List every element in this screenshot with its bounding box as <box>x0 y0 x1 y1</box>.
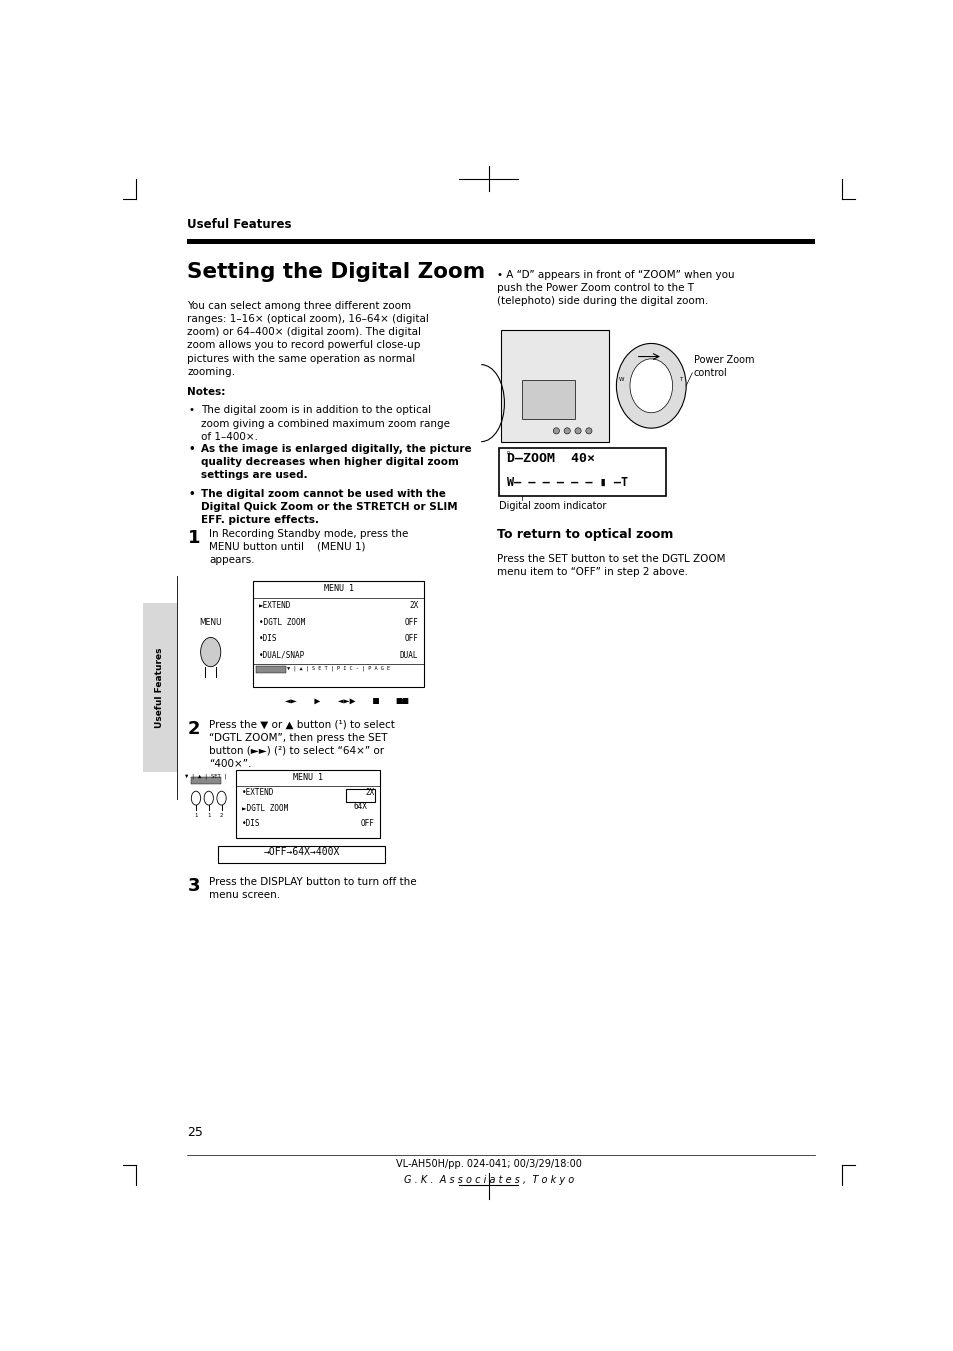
Text: Notes:: Notes: <box>187 386 226 397</box>
Text: To return to optical zoom: To return to optical zoom <box>497 528 673 540</box>
Ellipse shape <box>204 792 213 805</box>
Text: DUAL: DUAL <box>399 651 418 659</box>
Text: OFF: OFF <box>404 634 418 643</box>
Bar <box>345 789 375 802</box>
Text: •DGTL ZOOM: •DGTL ZOOM <box>258 617 305 627</box>
Ellipse shape <box>575 428 580 434</box>
Bar <box>498 447 665 496</box>
Text: 2X: 2X <box>409 601 418 611</box>
Ellipse shape <box>616 343 685 428</box>
Ellipse shape <box>563 428 570 434</box>
Text: 2: 2 <box>187 720 200 738</box>
Bar <box>192 777 220 785</box>
Text: The digital zoom cannot be used with the
Digital Quick Zoom or the STRETCH or SL: The digital zoom cannot be used with the… <box>201 489 457 526</box>
Text: OFF: OFF <box>360 819 374 828</box>
Text: Press the SET button to set the DGTL ZOOM
menu item to “OFF” in step 2 above.: Press the SET button to set the DGTL ZOO… <box>497 554 724 577</box>
Text: MENU 1: MENU 1 <box>293 773 323 782</box>
Text: •EXTEND: •EXTEND <box>241 788 274 797</box>
Text: •: • <box>189 405 194 416</box>
Text: Digital zoom indicator: Digital zoom indicator <box>498 501 606 511</box>
Bar <box>218 846 385 863</box>
Ellipse shape <box>629 359 672 413</box>
Text: Press the DISPLAY button to turn off the
menu screen.: Press the DISPLAY button to turn off the… <box>209 877 416 900</box>
Text: 3: 3 <box>187 877 200 894</box>
Text: ▼ | ▲ | SET |: ▼ | ▲ | SET | <box>185 774 227 780</box>
Text: ►DGTL ZOOM: ►DGTL ZOOM <box>241 804 288 812</box>
Text: Power Zoom
control: Power Zoom control <box>693 355 754 378</box>
Ellipse shape <box>192 792 200 805</box>
Text: In Recording Standby mode, press the
MENU button until    (MENU 1)
appears.: In Recording Standby mode, press the MEN… <box>209 528 408 565</box>
Text: 25: 25 <box>187 1127 203 1139</box>
Text: ◄►   ▶   ◄►▶   ■   ■■: ◄► ▶ ◄►▶ ■ ■■ <box>284 697 408 707</box>
Text: 1: 1 <box>207 813 211 817</box>
Text: 64X: 64X <box>353 801 367 811</box>
Bar <box>236 770 379 838</box>
Text: 2: 2 <box>219 813 223 817</box>
Text: MENU: MENU <box>199 619 222 627</box>
Text: •: • <box>189 489 195 499</box>
Text: The digital zoom is in addition to the optical
zoom giving a combined maximum zo: The digital zoom is in addition to the o… <box>201 405 450 442</box>
Text: ▼ | ▲ | S E T | P I C - | P A G E: ▼ | ▲ | S E T | P I C - | P A G E <box>287 666 390 671</box>
Text: 2X: 2X <box>365 788 374 797</box>
Text: • A “D” appears in front of “ZOOM” when you
push the Power Zoom control to the T: • A “D” appears in front of “ZOOM” when … <box>497 270 734 307</box>
Text: →OFF→64X→400X: →OFF→64X→400X <box>263 847 339 858</box>
Text: Useful Features: Useful Features <box>187 218 292 231</box>
Ellipse shape <box>585 428 592 434</box>
Text: Useful Features: Useful Features <box>155 647 164 728</box>
Text: MENU 1: MENU 1 <box>323 584 354 593</box>
Text: G . K .  A s s o c i a t e s ,  T o k y o: G . K . A s s o c i a t e s , T o k y o <box>403 1174 574 1185</box>
Ellipse shape <box>200 638 220 666</box>
Text: OFF: OFF <box>404 617 418 627</box>
Text: ►EXTEND: ►EXTEND <box>258 601 291 611</box>
Text: W– – – – – – ▮ –T: W– – – – – – ▮ –T <box>506 477 627 489</box>
Bar <box>256 666 286 673</box>
Text: 1: 1 <box>187 528 200 547</box>
Text: You can select among three different zoom
ranges: 1–16× (optical zoom), 16–64× (: You can select among three different zoo… <box>187 301 429 377</box>
Text: VL-AH50H/pp. 024-041; 00/3/29/18:00: VL-AH50H/pp. 024-041; 00/3/29/18:00 <box>395 1159 581 1169</box>
Text: W: W <box>618 377 624 382</box>
Text: T: T <box>679 377 681 382</box>
Text: Setting the Digital Zoom: Setting the Digital Zoom <box>187 262 485 282</box>
Text: •DIS: •DIS <box>241 819 260 828</box>
Bar <box>521 380 575 419</box>
Text: D–ZOOM  40×: D–ZOOM 40× <box>506 453 594 465</box>
Text: •DIS: •DIS <box>258 634 277 643</box>
Ellipse shape <box>216 792 226 805</box>
Text: •DUAL/SNAP: •DUAL/SNAP <box>258 651 305 659</box>
Bar <box>187 239 815 245</box>
Bar <box>253 581 423 688</box>
Text: As the image is enlarged digitally, the picture
quality decreases when higher di: As the image is enlarged digitally, the … <box>201 444 472 481</box>
Bar <box>500 330 608 442</box>
Ellipse shape <box>553 428 558 434</box>
Text: Press the ▼ or ▲ button (¹) to select
“DGTL ZOOM”, then press the SET
button (►►: Press the ▼ or ▲ button (¹) to select “D… <box>209 720 395 769</box>
Text: ᴰ: ᴰ <box>506 453 510 458</box>
Bar <box>142 603 176 773</box>
Text: 1: 1 <box>194 813 197 817</box>
Text: •: • <box>189 444 195 454</box>
